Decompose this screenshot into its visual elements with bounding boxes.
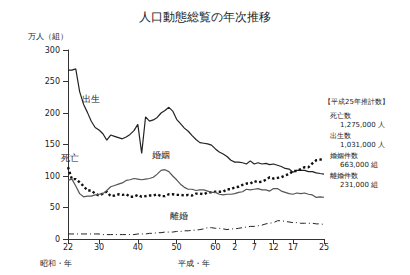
svg-text:50: 50: [50, 203, 60, 212]
svg-text:昭和・年: 昭和・年: [40, 259, 72, 268]
svg-text:17: 17: [288, 243, 298, 252]
svg-text:300: 300: [45, 46, 60, 55]
svg-text:60: 60: [210, 243, 220, 252]
svg-text:平成・年: 平成・年: [178, 259, 210, 268]
svg-text:2: 2: [232, 243, 237, 252]
svg-text:人口動態総覧の年次推移: 人口動態総覧の年次推移: [139, 10, 271, 24]
svg-text:25: 25: [319, 243, 329, 252]
svg-text:12: 12: [268, 243, 278, 252]
svg-text:婚姻: 婚姻: [152, 150, 170, 160]
svg-text:0: 0: [55, 235, 60, 244]
svg-text:150: 150: [45, 140, 60, 149]
svg-text:死亡数: 死亡数: [330, 112, 351, 120]
svg-text:死亡: 死亡: [61, 153, 79, 163]
svg-text:婚姻件数: 婚姻件数: [330, 152, 358, 160]
svg-text:30: 30: [94, 243, 104, 252]
svg-text:7: 7: [252, 243, 257, 252]
svg-text:万人（組）: 万人（組）: [28, 32, 68, 41]
svg-text:離婚件数: 離婚件数: [330, 172, 358, 180]
svg-text:200: 200: [45, 109, 60, 118]
svg-text:出生: 出生: [82, 94, 100, 104]
svg-text:【平成25年推計数】: 【平成25年推計数】: [324, 98, 389, 106]
svg-text:離婚: 離婚: [170, 211, 188, 221]
svg-text:40: 40: [133, 243, 143, 252]
svg-text:250: 250: [45, 77, 60, 86]
svg-text:231,000 組: 231,000 組: [340, 181, 378, 189]
svg-text:1,031,000 人: 1,031,000 人: [340, 141, 385, 149]
svg-text:50: 50: [172, 243, 182, 252]
svg-text:22: 22: [63, 243, 73, 252]
svg-text:1,275,000 人: 1,275,000 人: [340, 121, 385, 129]
svg-text:出生数: 出生数: [330, 132, 351, 140]
svg-text:100: 100: [45, 172, 60, 181]
svg-text:663,000 組: 663,000 組: [340, 161, 378, 169]
